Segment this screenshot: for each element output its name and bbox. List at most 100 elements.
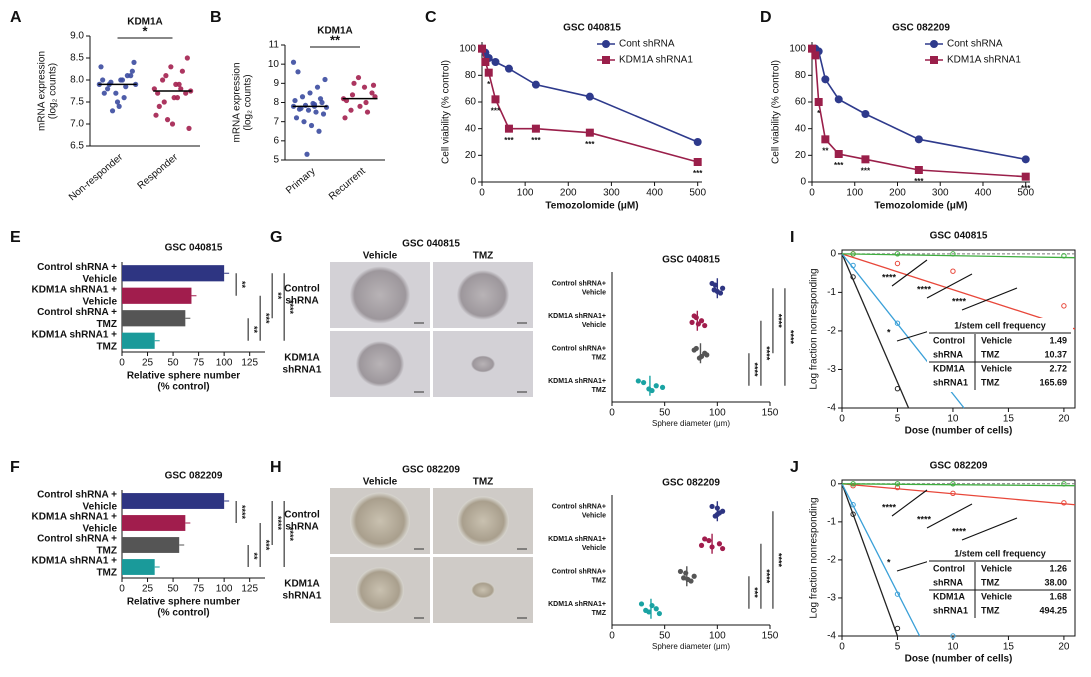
y-tick-label: Control shRNA+ <box>552 346 606 353</box>
data-point <box>183 90 189 96</box>
significance-label: **** <box>285 300 295 315</box>
data-point <box>894 386 901 392</box>
significance-label: **** <box>917 514 932 524</box>
y-tick-label: KDM1A shRNA1 + <box>32 284 118 295</box>
x-tick-label: 150 <box>762 631 779 642</box>
x-tick-label: 20 <box>1058 642 1070 653</box>
y-tick-label: 10 <box>268 59 280 70</box>
data-point <box>302 102 309 108</box>
bar <box>122 332 155 349</box>
arrow <box>891 259 928 287</box>
data-point <box>711 287 717 293</box>
data-point <box>169 121 176 127</box>
y-axis-label: Cell viability (% control) <box>441 60 452 164</box>
row-label: shRNA <box>285 522 318 533</box>
data-point <box>349 92 356 98</box>
table-cell: Control <box>933 563 965 573</box>
data-point <box>693 138 702 146</box>
data-point <box>894 260 901 267</box>
data-point <box>186 125 192 131</box>
data-point <box>320 111 327 117</box>
series-line <box>811 48 1026 178</box>
data-point <box>478 44 486 53</box>
data-point <box>317 96 324 102</box>
row-label: shRNA1 <box>283 591 322 602</box>
significance-label: **** <box>786 330 796 345</box>
data-point <box>894 481 901 487</box>
x-tick-label: 200 <box>889 188 906 199</box>
bar <box>122 310 186 327</box>
chart-title: KDM1A <box>317 26 353 37</box>
row-label: KDM1A <box>284 579 320 590</box>
data-point <box>179 68 185 74</box>
x-axis-label: Relative sphere number <box>127 371 240 382</box>
significance-label: * <box>887 557 891 567</box>
x-tick-label: 50 <box>168 358 180 369</box>
row-label: shRNA1 <box>283 365 322 376</box>
y-tick-label: TMZ <box>592 387 607 394</box>
chart-title: GSC 082209 <box>165 471 223 482</box>
significance-label: ** <box>249 552 259 560</box>
data-point <box>123 84 129 90</box>
x-tick-label: 300 <box>603 188 620 199</box>
significance-label: **** <box>882 502 897 512</box>
significance-label: *** <box>261 540 271 551</box>
significance-label: *** <box>261 313 271 324</box>
panel-letter: D <box>760 9 772 26</box>
x-axis-label: Sphere diameter (μm) <box>652 642 730 651</box>
data-point <box>305 107 312 113</box>
sphere <box>457 270 509 320</box>
data-point <box>821 135 830 144</box>
arrow <box>961 287 1018 311</box>
data-point <box>161 99 167 105</box>
data-point <box>361 84 368 90</box>
legend-marker <box>930 56 938 64</box>
significance-label: * <box>142 23 148 38</box>
y-tick-label: 80 <box>465 70 477 81</box>
y-tick-label: Control shRNA + <box>37 490 117 501</box>
significance-label: *** <box>531 136 541 145</box>
data-point <box>894 320 901 326</box>
data-point <box>861 155 870 164</box>
data-point <box>308 122 315 129</box>
data-point <box>184 55 190 61</box>
y-tick-label: 0 <box>830 248 836 259</box>
panel-letter: I <box>790 229 794 246</box>
data-point <box>808 44 816 53</box>
data-point <box>643 607 649 613</box>
y-tick-label: KDM1A shRNA1 + <box>32 556 118 567</box>
data-point <box>850 262 856 269</box>
image-title: GSC 040815 <box>402 239 460 250</box>
data-point <box>688 578 694 584</box>
table-cell: 38.00 <box>1044 577 1067 587</box>
table-background <box>927 318 1073 392</box>
sphere <box>457 496 509 546</box>
data-point <box>342 115 348 121</box>
data-point <box>691 573 697 579</box>
x-tick-label: 75 <box>193 584 205 595</box>
table-cell: 165.69 <box>1039 377 1067 387</box>
significance-label: *** <box>504 136 514 145</box>
data-point <box>850 274 856 280</box>
y-tick-label: Vehicle <box>582 290 606 297</box>
chart-title: GSC 082209 <box>930 461 988 472</box>
data-point <box>351 80 357 86</box>
data-point <box>491 95 500 104</box>
y-tick-label: 9.0 <box>70 31 84 42</box>
data-point <box>720 545 726 552</box>
x-tick-label: 100 <box>216 358 233 369</box>
y-axis-label: (log₂ counts) <box>243 74 254 130</box>
significance-label: *** <box>861 166 871 175</box>
significance-label: **** <box>750 362 760 377</box>
x-tick-label: 10 <box>947 414 959 425</box>
data-point <box>834 95 843 104</box>
panel-letter: C <box>425 9 437 26</box>
y-tick-label: Control shRNA+ <box>552 504 606 511</box>
data-point <box>295 69 301 75</box>
data-point <box>702 322 708 329</box>
legend-marker <box>602 56 610 64</box>
table-cell: KDM1A <box>933 363 966 373</box>
x-tick-label: 0 <box>479 188 485 199</box>
y-axis-label: (log₂ counts) <box>48 63 59 119</box>
x-tick-label: 0 <box>839 414 845 425</box>
